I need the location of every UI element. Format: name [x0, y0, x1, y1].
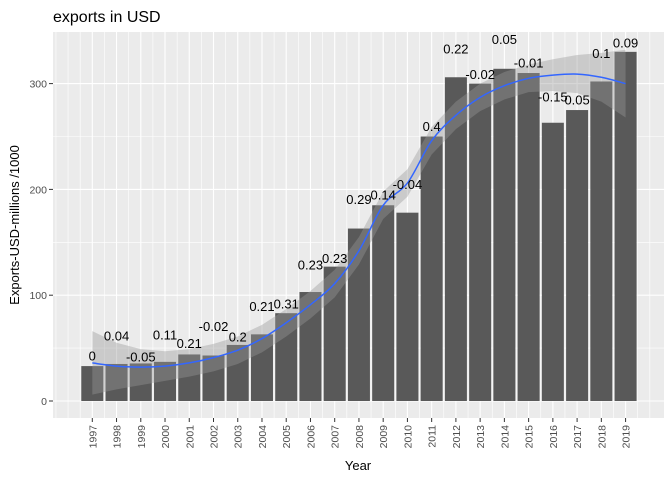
x-tick-label: 2004	[257, 425, 269, 449]
x-tick-label: 1999	[136, 425, 148, 449]
growth-label-2017: 0.05	[564, 92, 589, 107]
bar-2016	[541, 122, 564, 401]
bar-1999	[129, 363, 152, 401]
growth-label-2005: 0.31	[274, 297, 299, 312]
x-tick-label: 2011	[427, 425, 439, 448]
x-tick-label: 2018	[596, 425, 608, 449]
x-axis-title: Year	[345, 458, 372, 473]
bar-2011	[420, 136, 443, 401]
growth-label-2006: 0.23	[298, 258, 323, 273]
bar-2015	[517, 73, 540, 402]
x-tick-label: 2008	[354, 425, 366, 449]
confidence-ribbon	[92, 49, 626, 395]
growth-label-2001: 0.21	[177, 336, 202, 351]
growth-label-2015: -0.01	[514, 55, 544, 70]
bar-2008	[347, 228, 370, 401]
y-tick-label: 200	[29, 184, 47, 196]
x-tick-label: 1998	[112, 425, 124, 449]
bars	[81, 51, 637, 402]
bar-2000	[154, 361, 177, 401]
x-tick-label: 2013	[475, 425, 487, 449]
y-axis: 0 100 200 300	[29, 79, 53, 408]
growth-label-2007: 0.23	[322, 251, 347, 266]
x-tick-label: 2001	[184, 425, 196, 449]
x-tick-label: 2014	[499, 425, 511, 449]
bar-2018	[590, 81, 613, 401]
x-tick-label: 2016	[548, 425, 560, 449]
x-tick-label: 2003	[233, 425, 245, 449]
bar-2001	[178, 354, 201, 401]
growth-label-2002: -0.02	[199, 319, 229, 334]
growth-label-2018: 0.1	[592, 46, 610, 61]
smooth-trend-line	[92, 73, 626, 368]
x-tick-label: 2000	[160, 425, 172, 449]
x-tick-label: 2009	[378, 425, 390, 449]
growth-label-2009: 0.14	[371, 188, 396, 203]
y-tick-label: 100	[29, 290, 47, 302]
x-tick-label: 2010	[402, 425, 414, 449]
bar-2006	[299, 292, 322, 401]
growth-label-2003: 0.2	[229, 329, 247, 344]
bar-2009	[372, 205, 395, 401]
x-tick-label: 2007	[330, 425, 342, 449]
y-axis-title: Exports-USD-millions /1000	[7, 145, 22, 305]
bar-2003	[226, 344, 249, 401]
x-tick-label: 2017	[572, 425, 584, 449]
bar-1998	[105, 363, 128, 401]
y-tick-label: 0	[41, 396, 47, 408]
bar-2019	[614, 51, 637, 402]
bar-1997	[81, 366, 104, 401]
x-tick-label: 2019	[621, 425, 633, 449]
bar-2002	[202, 355, 225, 401]
x-tick-label: 2015	[524, 425, 536, 449]
y-tick-label: 300	[29, 79, 47, 91]
growth-label-2016: -0.15	[538, 89, 568, 104]
x-tick-label: 2002	[209, 425, 221, 449]
chart-title: exports in USD	[53, 9, 161, 26]
growth-label-1999: -0.05	[126, 350, 156, 365]
growth-labels: 00.04-0.050.110.21-0.020.20.210.310.230.…	[89, 32, 639, 364]
bar-2017	[566, 110, 589, 402]
bar-2005	[275, 313, 298, 401]
growth-label-2008: 0.29	[346, 192, 371, 207]
bar-2012	[444, 77, 467, 401]
growth-label-2004: 0.21	[249, 299, 274, 314]
x-axis: 1997 1998 1999 2000 2001 2002 2003 2004 2005 2006…	[87, 418, 633, 449]
x-tick-label: 1997	[87, 425, 99, 449]
bar-2013	[469, 83, 492, 401]
growth-label-2014: 0.05	[492, 32, 517, 47]
growth-label-2010: -0.04	[393, 177, 423, 192]
bar-2007	[323, 266, 346, 401]
smooth-layer	[92, 49, 626, 395]
growth-label-1997: 0	[89, 349, 96, 364]
growth-label-2019: 0.09	[613, 35, 638, 50]
x-tick-label: 2012	[451, 425, 463, 449]
growth-label-2013: -0.02	[465, 67, 495, 82]
x-tick-label: 2006	[305, 425, 317, 449]
x-tick-label: 2005	[281, 425, 293, 449]
growth-label-2000: 0.11	[153, 327, 177, 342]
growth-label-2011: 0.4	[423, 119, 441, 134]
bar-2010	[396, 212, 419, 401]
bar-2014	[493, 68, 516, 402]
bar-2004	[250, 334, 273, 401]
growth-label-1998: 0.04	[104, 328, 129, 343]
growth-label-2012: 0.22	[443, 42, 468, 57]
